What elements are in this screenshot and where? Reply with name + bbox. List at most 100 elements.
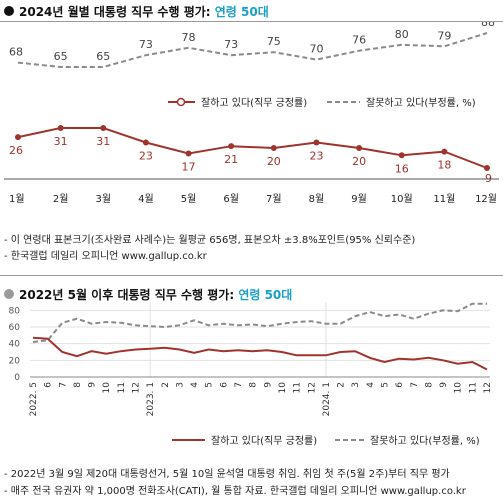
bottom-x-tick-label: 5 <box>380 382 390 388</box>
bottom-note-1: - 2022년 3월 9일 제20대 대통령선거, 5월 10일 윤석열 대통령… <box>4 469 450 480</box>
bottom-x-tick-label: 6 <box>219 382 229 388</box>
approve-data-label: 21 <box>224 153 238 166</box>
bottom-title-accent: 연령 50대 <box>238 288 293 302</box>
top-x-tick-label: 9월 <box>351 193 367 205</box>
legend-approve-label: 잘하고 있다(직무 긍정률) <box>211 434 317 447</box>
legend-approve-label: 잘하고 있다(직무 긍정률) <box>201 96 307 109</box>
top-title-main: 2024년 월별 대통령 직무 수행 평가: <box>19 5 215 19</box>
bottom-x-tick-label: 7 <box>58 382 68 388</box>
bottom-x-tick-label: 8 <box>424 382 434 388</box>
approve-data-point <box>57 125 64 131</box>
bottom-x-tick-label: 10 <box>454 382 464 394</box>
approve-series-line <box>32 336 488 371</box>
approve-data-label: 31 <box>54 135 68 148</box>
disapprove-series-line <box>32 302 487 343</box>
top-x-tick-label: 6월 <box>223 193 239 205</box>
bottom-x-tick-label: 10 <box>102 382 112 394</box>
approve-data-point <box>356 145 363 151</box>
bottom-x-tick-label: 9 <box>263 382 273 388</box>
bottom-title-main: 2022년 5월 이후 대통령 직무 수행 평가: <box>19 288 239 302</box>
title-bullet-icon <box>4 6 14 16</box>
bottom-x-tick-label: 2 <box>161 382 171 388</box>
approve-data-point <box>313 139 320 146</box>
approve-data-point <box>100 125 107 131</box>
approve-data-label: 31 <box>96 135 110 148</box>
top-title-accent: 연령 50대 <box>214 5 269 19</box>
bottom-x-tick-label: 12 <box>483 382 493 393</box>
bottom-x-tick-label: 12 <box>307 382 317 393</box>
approve-data-point <box>185 150 192 157</box>
disapprove-series-line <box>17 32 488 68</box>
bottom-x-tick-label: 7 <box>410 382 420 388</box>
y-tick-label: 20 <box>9 356 21 366</box>
legend-approve-marker <box>176 97 186 107</box>
top-x-tick-label: 1월 <box>9 193 25 205</box>
bottom-x-tick-label: 4 <box>366 382 376 388</box>
approve-data-label: 26 <box>9 144 23 157</box>
approve-data-label: 23 <box>139 150 153 163</box>
legend-disapprove-label: 잘못하고 있다(부정률, %) <box>366 96 476 109</box>
bottom-x-tick-label: 4 <box>190 382 200 388</box>
top-x-tick-label: 2월 <box>53 193 69 205</box>
title-bullet-icon-2 <box>4 289 14 299</box>
top-x-tick-label: 3월 <box>95 193 111 205</box>
top-x-tick-label: 4월 <box>138 193 154 205</box>
approve-data-label: 20 <box>267 155 281 168</box>
bottom-x-tick-label: 2024. 1 <box>322 382 332 416</box>
approve-data-point <box>142 139 149 146</box>
bottom-x-tick-label: 8 <box>73 382 83 388</box>
approve-data-label: 17 <box>182 160 196 173</box>
top-line-chart: 68 65 65 73 78 73 75 70 76 80 79 88 26 31 31 23 17 21 20 23… <box>4 22 499 205</box>
approve-data-point <box>484 165 490 171</box>
y-tick-label: 60 <box>9 323 21 333</box>
disapprove-data-label: 65 <box>54 50 68 63</box>
top-note-1: - 이 연령대 표본크기(조사완료 사례수)는 월평균 656명, 표본오차 ±… <box>4 235 416 246</box>
disapprove-data-label: 88 <box>481 22 495 29</box>
bottom-x-tick-label: 9 <box>439 382 449 388</box>
approve-data-label: 18 <box>437 159 451 172</box>
disapprove-data-label: 73 <box>224 38 238 51</box>
bottom-x-tick-label: 7 <box>234 382 244 388</box>
top-x-tick-label: 11월 <box>433 193 455 205</box>
bottom-x-tick-label: 9 <box>88 382 98 388</box>
y-tick-label: 40 <box>9 340 21 350</box>
top-note-2: - 한국갤럽 데일리 오피니언 www.gallup.co.kr <box>4 251 207 262</box>
bottom-x-tick-label: 8 <box>249 382 259 388</box>
bottom-x-tick-label: 3 <box>351 382 361 388</box>
disapprove-data-label: 76 <box>352 34 366 47</box>
disapprove-data-label: 68 <box>9 46 23 59</box>
disapprove-data-label: 79 <box>437 29 451 42</box>
bottom-x-tick-label: 10 <box>278 382 288 394</box>
bottom-x-tick-label: 3 <box>175 382 185 388</box>
bottom-x-tick-label: 5 <box>205 382 215 388</box>
disapprove-data-label: 80 <box>395 28 409 41</box>
top-x-tick-label: 12월 <box>475 193 497 205</box>
disapprove-data-label: 65 <box>96 50 110 63</box>
approve-data-label: 16 <box>395 162 409 175</box>
approve-data-point <box>270 145 277 151</box>
disapprove-data-label: 70 <box>309 43 323 56</box>
disapprove-data-label: 75 <box>267 35 281 48</box>
y-tick-label: 0 <box>14 373 20 383</box>
disapprove-data-label: 73 <box>139 38 153 51</box>
bottom-chart-title: 2022년 5월 이후 대통령 직무 수행 평가: 연령 50대 <box>19 286 292 303</box>
top-x-tick-label: 8월 <box>309 193 325 205</box>
approve-data-point <box>15 134 21 141</box>
approve-data-point <box>441 148 448 155</box>
approve-data-label: 23 <box>309 150 323 163</box>
y-tick-label: 80 <box>9 306 21 316</box>
legend-disapprove-label: 잘못하고 있다(부정률, %) <box>370 434 480 447</box>
top-x-tick-label: 7월 <box>266 193 282 205</box>
approve-data-point <box>228 143 235 150</box>
approve-data-label: 20 <box>352 155 366 168</box>
bottom-x-tick-label: 6 <box>44 382 54 388</box>
disapprove-data-label: 78 <box>182 31 196 44</box>
bottom-x-tick-label: 6 <box>395 382 405 388</box>
approve-series-line <box>17 127 488 169</box>
approve-data-point <box>398 152 405 159</box>
bottom-x-tick-label: 11 <box>293 382 303 393</box>
bottom-x-tick-label: 2023. 1 <box>146 382 156 416</box>
bottom-x-tick-label: 2022. 5 <box>29 382 39 416</box>
